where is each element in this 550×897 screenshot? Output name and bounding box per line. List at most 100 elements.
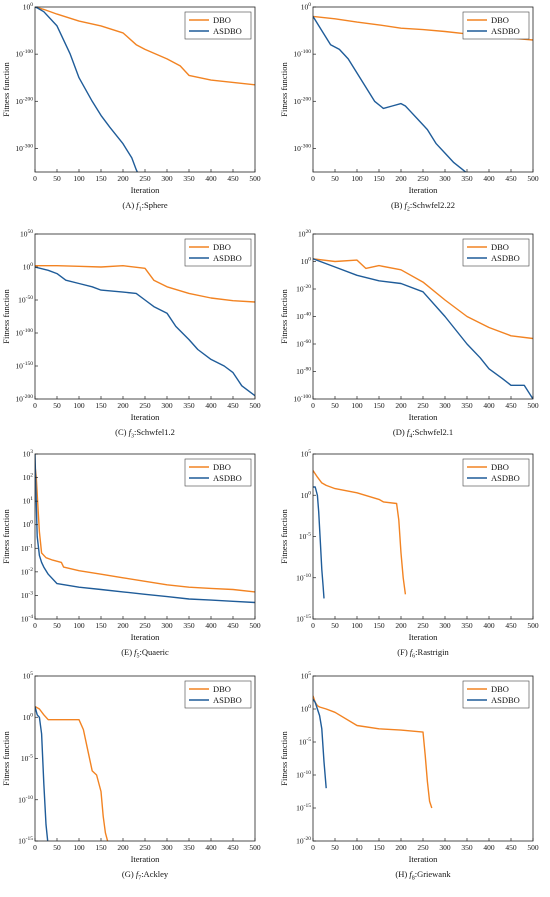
x-tick-label: 50	[331, 843, 339, 852]
x-tick-label: 200	[117, 621, 129, 630]
series-dbo-line	[313, 258, 533, 340]
legend-label-asdbo: ASDBO	[491, 253, 520, 263]
x-tick-label: 350	[461, 843, 473, 852]
y-tick-label: 100	[301, 257, 312, 267]
x-tick-label: 350	[183, 174, 195, 183]
x-tick-label: 450	[505, 843, 517, 852]
series-asdbo-line	[35, 266, 255, 397]
x-tick-label: 500	[527, 621, 539, 630]
x-axis-label: Iteration	[131, 412, 161, 422]
x-tick-label: 300	[161, 843, 173, 852]
x-tick-label: 200	[395, 401, 407, 410]
y-axis-label: Fitness function	[279, 508, 289, 563]
y-tick-label: 102	[23, 473, 34, 483]
y-tick-label: 10-10	[18, 795, 33, 805]
x-axis-label: Iteration	[131, 854, 161, 864]
x-tick-label: 250	[417, 401, 429, 410]
y-tick-label: 10-15	[296, 614, 311, 624]
x-tick-label: 150	[95, 843, 107, 852]
x-tick-label: 150	[373, 174, 385, 183]
x-tick-label: 0	[311, 843, 315, 852]
x-tick-label: 150	[373, 621, 385, 630]
x-tick-label: 50	[331, 401, 339, 410]
chart-f: 0 50 100 150 200 250 300 350 400 450 500 105 100 10-5…	[279, 449, 539, 660]
x-tick-label: 450	[227, 621, 239, 630]
x-tick-label: 350	[461, 401, 473, 410]
x-axis-label: Iteration	[409, 632, 439, 642]
y-tick-label: 105	[301, 449, 312, 459]
chart-a: 0 50 100 150 200 250 300 350 400 450 500 100 10-100 1…	[1, 2, 261, 213]
x-tick-label: 100	[73, 401, 85, 410]
x-tick-label: 350	[183, 401, 195, 410]
series-asdbo-line	[35, 7, 139, 172]
x-tick-label: 400	[205, 621, 217, 630]
x-tick-label: 250	[139, 401, 151, 410]
x-tick-label: 450	[227, 401, 239, 410]
y-tick-label: 10-15	[18, 836, 33, 846]
x-tick-label: 300	[439, 621, 451, 630]
x-tick-label: 450	[505, 174, 517, 183]
y-tick-label: 10-20	[296, 284, 311, 294]
x-tick-label: 500	[527, 401, 539, 410]
chart-d: 0 50 100 150 200 250 300 350 400 450 500 1020 100 10-…	[279, 229, 539, 440]
x-tick-label: 0	[311, 174, 315, 183]
y-tick-label: 10-100	[15, 49, 33, 59]
legend-label-asdbo: ASDBO	[491, 473, 520, 483]
y-tick-label: 10-4	[21, 614, 33, 624]
x-tick-label: 500	[249, 174, 261, 183]
x-tick-label: 500	[249, 401, 261, 410]
x-tick-label: 300	[439, 401, 451, 410]
series-dbo-line	[313, 695, 433, 809]
x-tick-label: 150	[373, 843, 385, 852]
legend-label-dbo: DBO	[213, 462, 231, 472]
y-tick-label: 1020	[298, 229, 311, 239]
x-tick-label: 50	[53, 843, 61, 852]
series-asdbo-line	[313, 486, 325, 599]
legend-label-dbo: DBO	[491, 684, 509, 694]
y-tick-label: 10-300	[15, 143, 33, 153]
x-tick-label: 350	[183, 843, 195, 852]
y-tick-label: 100	[23, 520, 34, 530]
y-tick-label: 10-80	[296, 367, 311, 377]
y-tick-label: 10-5	[299, 532, 311, 542]
y-tick-label: 10-100	[293, 394, 311, 404]
x-tick-label: 100	[73, 621, 85, 630]
x-tick-label: 50	[53, 174, 61, 183]
y-axis-label: Fitness function	[279, 730, 289, 785]
y-tick-label: 10-300	[293, 143, 311, 153]
x-tick-label: 300	[439, 843, 451, 852]
series-asdbo-line	[313, 698, 327, 789]
x-tick-label: 400	[205, 401, 217, 410]
panel-caption: (C) f3:Schwfel1.2	[115, 427, 175, 440]
series-asdbo-line	[35, 706, 49, 841]
x-tick-label: 200	[395, 843, 407, 852]
chart-h: 0 50 100 150 200 250 300 350 400 450 500 105 100 10-5…	[279, 671, 539, 882]
y-tick-label: 105	[23, 671, 34, 681]
series-asdbo-line	[313, 258, 533, 399]
y-tick-label: 10-10	[296, 573, 311, 583]
y-axis-label: Fitness function	[1, 508, 11, 563]
y-tick-label: 10-200	[15, 96, 33, 106]
y-tick-label: 10-1	[21, 543, 33, 553]
y-tick-label: 100	[23, 2, 34, 12]
y-axis-label: Fitness function	[279, 61, 289, 116]
y-tick-label: 100	[23, 262, 34, 272]
legend-label-dbo: DBO	[491, 242, 509, 252]
legend-box	[184, 11, 252, 40]
x-tick-label: 200	[117, 401, 129, 410]
x-tick-label: 100	[73, 174, 85, 183]
x-tick-label: 250	[139, 843, 151, 852]
x-tick-label: 200	[117, 174, 129, 183]
x-tick-label: 100	[351, 843, 363, 852]
x-tick-label: 450	[505, 621, 517, 630]
x-tick-label: 350	[461, 621, 473, 630]
panel-caption: (A) f1:Sphere	[122, 200, 168, 213]
legend-label-asdbo: ASDBO	[213, 473, 242, 483]
y-tick-label: 103	[23, 449, 34, 459]
x-tick-label: 0	[311, 621, 315, 630]
x-tick-label: 250	[417, 621, 429, 630]
